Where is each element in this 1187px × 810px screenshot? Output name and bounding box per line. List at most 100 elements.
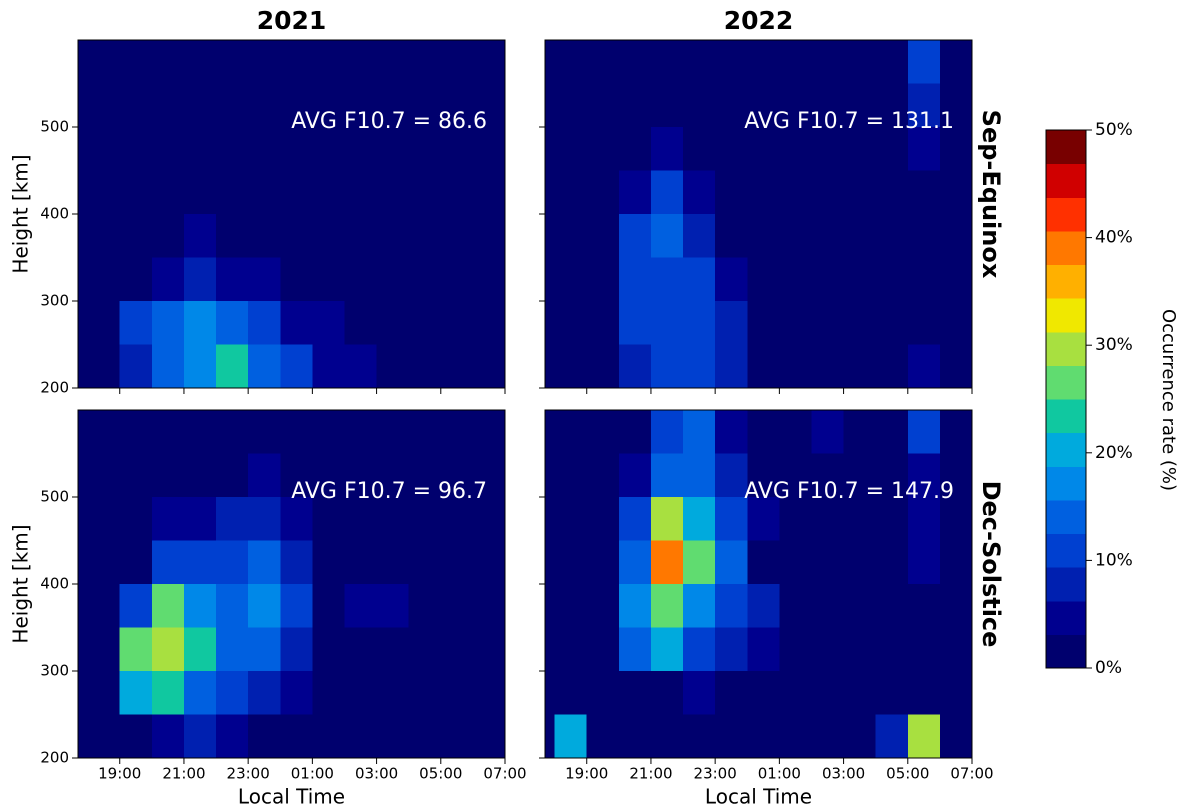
y-tick-label: 200 (40, 379, 69, 397)
heat-cell (586, 344, 619, 388)
heat-cell (811, 584, 844, 628)
heat-cell (216, 671, 249, 715)
heat-cell (715, 497, 748, 541)
heat-cell (779, 714, 812, 758)
heat-cell (151, 584, 184, 628)
heat-cell (779, 497, 812, 541)
heat-cell (408, 170, 441, 214)
heat-cell (151, 257, 184, 301)
heat-cell (843, 344, 876, 388)
colorbar-band (1046, 130, 1086, 165)
y-tick-label: 300 (40, 292, 69, 310)
colorbar-band (1046, 567, 1086, 602)
heat-cell (119, 40, 152, 84)
heat-cell (875, 410, 908, 454)
heat-cell (376, 40, 409, 84)
heat-cell (875, 301, 908, 345)
heat-cell (939, 83, 972, 127)
heat-cell (586, 540, 619, 584)
heat-cell (843, 584, 876, 628)
heat-cell (586, 627, 619, 671)
heat-cell (440, 301, 473, 345)
heat-cell (312, 453, 345, 497)
x-tick-label: 21:00 (629, 765, 672, 783)
heat-cell (376, 540, 409, 584)
heat-cell (554, 714, 587, 758)
heat-cell (683, 214, 716, 258)
heat-cell (151, 453, 184, 497)
heat-cell (344, 83, 377, 127)
heat-cell (472, 257, 505, 301)
heat-cell (650, 453, 684, 497)
heat-cell (183, 40, 217, 84)
heat-cell (216, 344, 249, 388)
heat-cell (344, 584, 377, 628)
colorbar-tick-label: 40% (1095, 228, 1133, 248)
colorbar-frame (1045, 129, 1087, 669)
heat-cell (715, 540, 748, 584)
heat-cell (280, 344, 313, 388)
heat-cell (440, 214, 473, 258)
heat-cell (939, 257, 972, 301)
heat-cell (811, 40, 844, 84)
y-tick-label: 500 (40, 488, 69, 506)
heat-cell (747, 714, 780, 758)
heat-cell (747, 257, 780, 301)
heat-cell (151, 214, 184, 258)
heat-cell (811, 83, 844, 127)
heat-cell (907, 301, 940, 345)
heat-cell (554, 127, 587, 171)
heat-cell (586, 584, 619, 628)
heat-cell (907, 257, 940, 301)
heat-cell (472, 540, 505, 584)
heat-cell (683, 497, 716, 541)
heat-cell (779, 40, 812, 84)
heat-cell (183, 127, 217, 171)
heat-cell (87, 127, 120, 171)
colorbar-band (1046, 533, 1086, 568)
heat-cell (472, 344, 505, 388)
colorbar-tick-label: 0% (1095, 658, 1122, 678)
heat-cell (875, 127, 908, 171)
heat-cell (312, 671, 345, 715)
heat-cell (875, 40, 908, 84)
heat-cell (939, 584, 972, 628)
heat-cell (715, 214, 748, 258)
heat-cell (87, 584, 120, 628)
heat-cell (811, 344, 844, 388)
heat-cell (87, 453, 120, 497)
heat-cell (312, 170, 345, 214)
row-label: Dec-Solstice (977, 481, 1005, 648)
heat-cell (747, 584, 780, 628)
heat-cell (376, 584, 409, 628)
heat-cell (843, 170, 876, 214)
heat-cell (715, 714, 748, 758)
heat-cell (939, 497, 972, 541)
heat-cell (408, 671, 441, 715)
heat-cell (472, 453, 505, 497)
heat-cell (312, 497, 345, 541)
heat-cell (119, 83, 152, 127)
heat-cell (779, 410, 812, 454)
heat-cell (216, 257, 249, 301)
heat-cell (119, 301, 152, 345)
heat-cell (554, 497, 587, 541)
heat-cell (586, 671, 619, 715)
heat-cell (408, 344, 441, 388)
heat-cell (683, 540, 716, 584)
heat-cell (586, 453, 619, 497)
colorbar-tick-label: 50% (1095, 120, 1133, 140)
heat-cell (939, 127, 972, 171)
heat-cell (586, 40, 619, 84)
heat-cell (344, 344, 377, 388)
heat-cell (119, 214, 152, 258)
heat-cell (939, 40, 972, 84)
heat-cell (843, 714, 876, 758)
x-tick-label: 03:00 (822, 765, 865, 783)
heat-cell (440, 453, 473, 497)
heat-cell (408, 453, 441, 497)
heat-cell (650, 257, 684, 301)
heat-cell (554, 214, 587, 258)
colorbar-band (1046, 499, 1086, 534)
heat-cell (248, 410, 281, 454)
